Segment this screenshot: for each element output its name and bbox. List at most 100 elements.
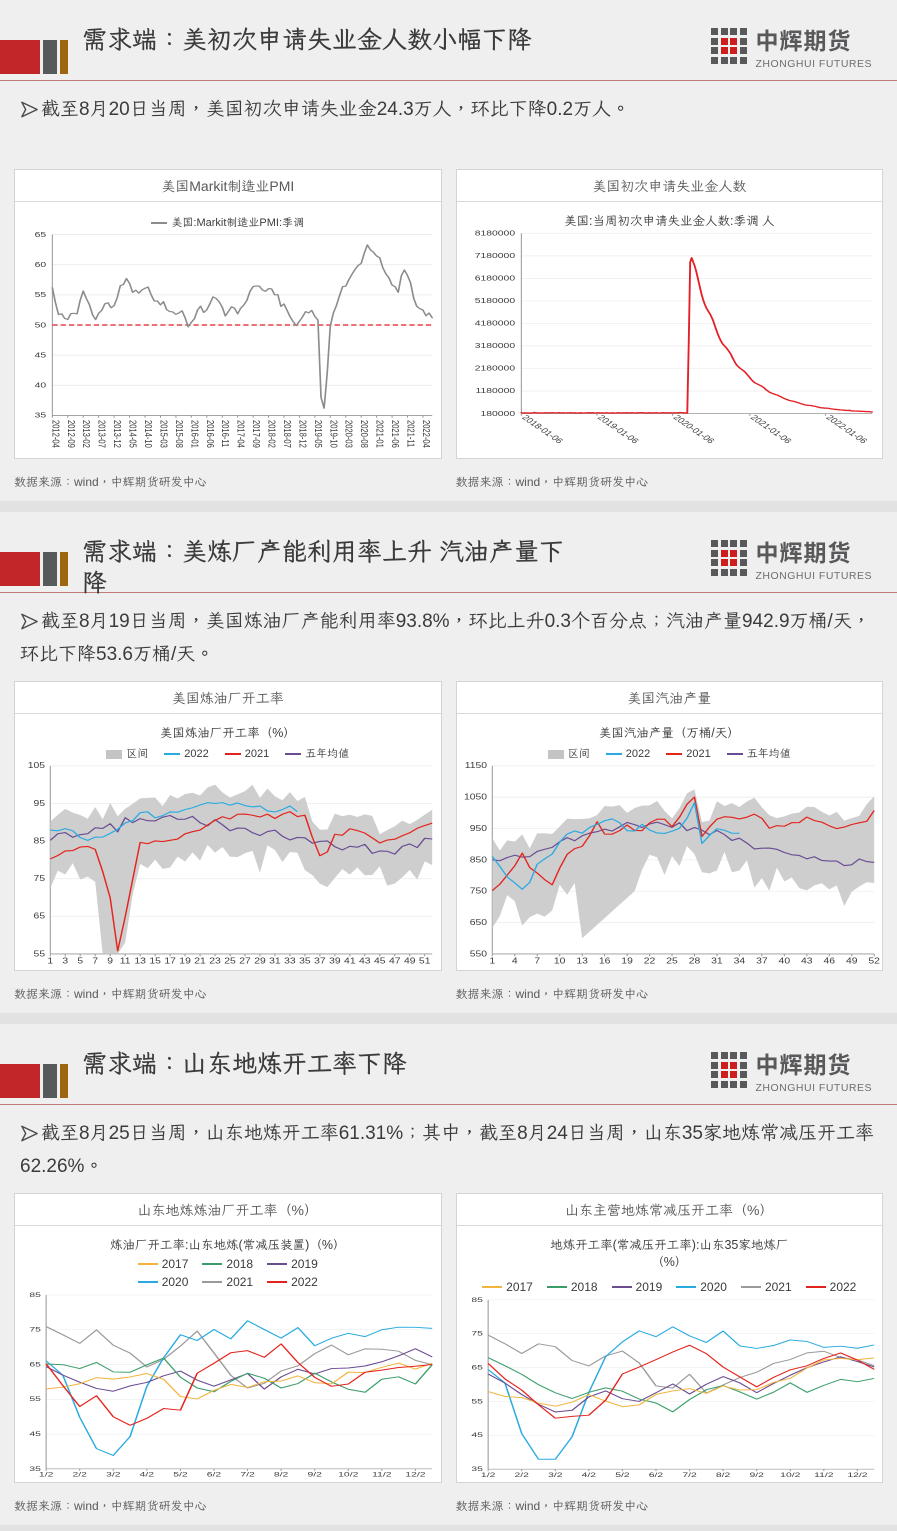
svg-text:13: 13 (134, 957, 146, 966)
svg-text:11: 11 (120, 957, 131, 966)
svg-text:5180000: 5180000 (474, 297, 514, 305)
svg-text:9/2: 9/2 (749, 1471, 764, 1478)
svg-text:39: 39 (329, 957, 341, 966)
svg-text:2018-02: 2018-02 (266, 420, 277, 448)
svg-text:7/2: 7/2 (240, 1471, 255, 1479)
svg-text:2013-07: 2013-07 (96, 420, 107, 448)
svg-text:65: 65 (35, 230, 47, 238)
svg-text:2021-01: 2021-01 (374, 420, 385, 448)
svg-text:85: 85 (471, 1296, 483, 1303)
svg-text:55: 55 (34, 949, 46, 958)
svg-text:3180000: 3180000 (474, 342, 514, 350)
svg-text:85: 85 (34, 837, 46, 846)
svg-text:34: 34 (733, 957, 745, 966)
svg-text:35: 35 (35, 411, 47, 419)
svg-text:65: 65 (29, 1360, 41, 1368)
svg-text:49: 49 (845, 957, 857, 966)
svg-text:105: 105 (28, 761, 45, 770)
svg-text:950: 950 (469, 824, 486, 833)
svg-text:2014-05: 2014-05 (127, 420, 138, 448)
svg-text:7/2: 7/2 (682, 1471, 697, 1478)
svg-text:4/2: 4/2 (581, 1471, 596, 1478)
svg-text:3/2: 3/2 (548, 1471, 563, 1478)
svg-text:4180000: 4180000 (474, 319, 514, 327)
svg-text:8180000: 8180000 (474, 229, 514, 237)
svg-text:650: 650 (469, 918, 486, 927)
svg-text:2012-09: 2012-09 (66, 420, 77, 448)
svg-text:45: 45 (471, 1431, 483, 1438)
svg-text:2019-01-06: 2019-01-06 (595, 413, 641, 445)
svg-text:2012-04: 2012-04 (50, 420, 61, 448)
svg-text:9: 9 (107, 957, 113, 966)
svg-text:11/2: 11/2 (814, 1471, 834, 1478)
svg-text:40: 40 (35, 381, 47, 389)
svg-text:60: 60 (35, 260, 47, 268)
svg-text:6/2: 6/2 (207, 1471, 222, 1479)
svg-text:2021-06: 2021-06 (390, 420, 401, 448)
svg-text:37: 37 (756, 957, 768, 966)
svg-text:19: 19 (179, 957, 191, 966)
svg-text:12/2: 12/2 (405, 1471, 425, 1479)
svg-text:7: 7 (534, 957, 540, 966)
svg-text:55: 55 (35, 290, 47, 298)
svg-text:28: 28 (688, 957, 700, 966)
svg-text:13: 13 (576, 957, 588, 966)
svg-text:16: 16 (598, 957, 610, 966)
svg-text:8/2: 8/2 (715, 1471, 730, 1478)
svg-text:23: 23 (209, 957, 221, 966)
svg-text:7180000: 7180000 (474, 252, 514, 260)
svg-text:17: 17 (164, 957, 176, 966)
svg-text:45: 45 (29, 1430, 41, 1438)
svg-text:6180000: 6180000 (474, 274, 514, 282)
svg-text:3/2: 3/2 (106, 1471, 121, 1479)
svg-text:49: 49 (404, 957, 416, 966)
svg-text:31: 31 (711, 957, 723, 966)
svg-text:550: 550 (469, 949, 486, 958)
svg-text:37: 37 (314, 957, 326, 966)
svg-text:19: 19 (621, 957, 633, 966)
svg-text:750: 750 (469, 887, 486, 896)
svg-text:2018-12: 2018-12 (297, 420, 308, 448)
svg-text:2020-08: 2020-08 (359, 420, 370, 448)
svg-text:1: 1 (47, 957, 53, 966)
svg-text:25: 25 (224, 957, 236, 966)
svg-text:2016-06: 2016-06 (204, 420, 215, 448)
svg-text:850: 850 (469, 855, 486, 864)
svg-text:52: 52 (868, 957, 880, 966)
svg-text:2/2: 2/2 (514, 1471, 529, 1478)
svg-text:12/2: 12/2 (847, 1471, 867, 1478)
svg-text:2022-04: 2022-04 (421, 420, 432, 448)
svg-text:35: 35 (299, 957, 311, 966)
svg-text:4: 4 (511, 957, 517, 966)
svg-text:5: 5 (77, 957, 83, 966)
svg-text:2020-01-06: 2020-01-06 (671, 413, 717, 445)
svg-text:15: 15 (149, 957, 161, 966)
svg-text:45: 45 (374, 957, 386, 966)
svg-text:43: 43 (801, 957, 813, 966)
svg-text:45: 45 (35, 351, 47, 359)
svg-text:5/2: 5/2 (615, 1471, 630, 1478)
svg-text:51: 51 (419, 957, 431, 966)
svg-text:10/2: 10/2 (338, 1471, 358, 1479)
svg-text:31: 31 (269, 957, 281, 966)
svg-text:11/2: 11/2 (372, 1471, 392, 1479)
svg-text:65: 65 (34, 912, 46, 921)
svg-text:21: 21 (194, 957, 206, 966)
svg-text:2019-05: 2019-05 (313, 420, 324, 448)
svg-text:6/2: 6/2 (648, 1471, 663, 1478)
svg-text:2020-03: 2020-03 (343, 420, 354, 448)
svg-text:2/2: 2/2 (72, 1471, 87, 1479)
svg-text:2018-01-06: 2018-01-06 (519, 413, 565, 445)
svg-text:1: 1 (489, 957, 495, 966)
svg-text:95: 95 (34, 799, 46, 808)
svg-text:10: 10 (553, 957, 565, 966)
svg-text:4/2: 4/2 (140, 1471, 155, 1479)
svg-text:1/2: 1/2 (480, 1471, 495, 1478)
svg-text:41: 41 (344, 957, 356, 966)
svg-text:46: 46 (823, 957, 835, 966)
svg-text:65: 65 (471, 1364, 483, 1371)
svg-text:33: 33 (284, 957, 296, 966)
svg-text:29: 29 (254, 957, 266, 966)
svg-text:40: 40 (778, 957, 790, 966)
svg-text:2019-10: 2019-10 (328, 420, 339, 448)
